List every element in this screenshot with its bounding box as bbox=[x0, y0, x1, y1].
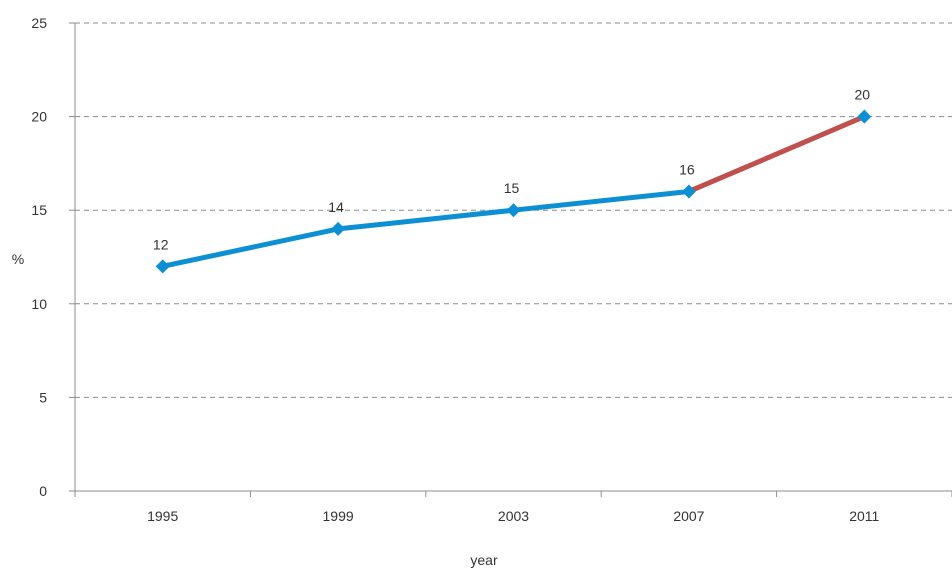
x-tick-label: 1995 bbox=[147, 508, 178, 524]
y-tick-label: 0 bbox=[39, 483, 47, 499]
x-tick-label: 2007 bbox=[673, 508, 704, 524]
y-tick-label: 15 bbox=[31, 202, 47, 218]
data-point-marker bbox=[857, 109, 872, 124]
data-label: 15 bbox=[504, 180, 520, 196]
data-label: 12 bbox=[153, 236, 169, 252]
series-markers bbox=[155, 109, 872, 274]
series-line-segment-highlight bbox=[686, 114, 867, 194]
data-point-marker bbox=[681, 184, 696, 199]
data-point-marker bbox=[331, 221, 346, 236]
x-tick-label: 2011 bbox=[849, 508, 879, 524]
data-label: 16 bbox=[679, 161, 695, 177]
y-tick-labels: 0 5 10 15 20 25 bbox=[31, 15, 47, 499]
y-tick-label: 10 bbox=[31, 296, 47, 312]
axes bbox=[69, 22, 952, 497]
series-line-segment bbox=[511, 188, 692, 213]
y-tick-label: 25 bbox=[31, 15, 47, 31]
data-point-marker bbox=[155, 259, 170, 274]
data-label: 14 bbox=[328, 199, 344, 215]
data-labels: 12 14 15 16 20 bbox=[153, 87, 870, 253]
x-tick-label: 1999 bbox=[323, 508, 354, 524]
data-label: 20 bbox=[855, 87, 871, 103]
y-axis-title: % bbox=[12, 251, 24, 267]
series-line-segment bbox=[335, 207, 516, 232]
data-point-marker bbox=[506, 203, 521, 218]
series-lines bbox=[160, 114, 867, 269]
gridlines bbox=[75, 22, 952, 398]
x-axis-title: year bbox=[470, 552, 498, 568]
y-tick-label: 5 bbox=[39, 389, 47, 405]
x-tick-label: 2003 bbox=[498, 508, 529, 524]
x-tick-labels: 1995 1999 2003 2007 2011 bbox=[147, 508, 879, 524]
series-line-segment bbox=[160, 226, 341, 269]
y-tick-label: 20 bbox=[31, 109, 47, 125]
